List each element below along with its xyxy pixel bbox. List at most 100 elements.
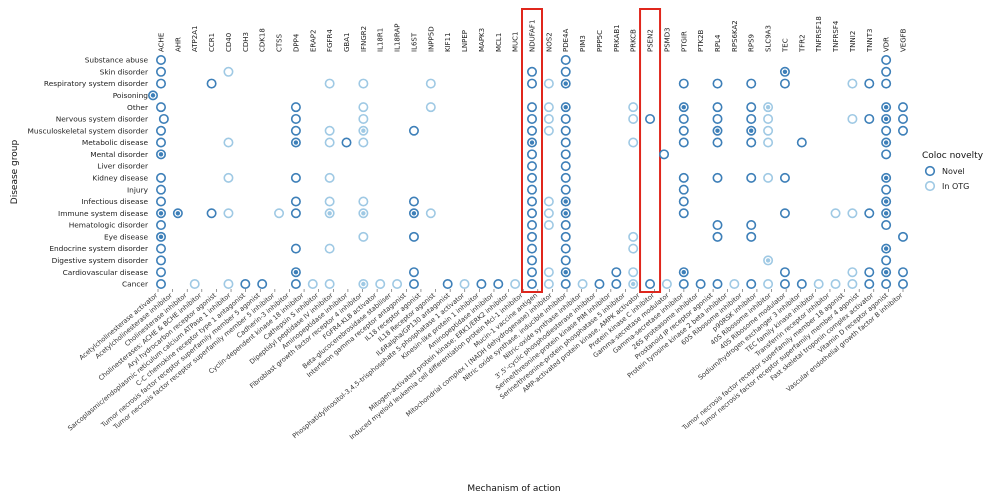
legend-marker-in-otg (924, 180, 936, 192)
point-vegfb-nervous-system-disorder (897, 113, 908, 124)
point-core (883, 246, 889, 251)
point-dpp4-musculoskeletal-system-disorder (290, 125, 301, 136)
point-core (563, 199, 568, 204)
gene-label-rps6ka2: RPS6KA2 (731, 20, 739, 52)
disease-label-other: Other (127, 103, 149, 112)
point-core (749, 128, 754, 133)
point-pde4a-nervous-system-disorder (560, 113, 571, 124)
point-core (765, 104, 771, 110)
point-vdr-respiratory-system-disorder (881, 78, 892, 89)
point-il6st-cardiovascular-disease (408, 267, 419, 278)
point-ptgir-kidney-disease (678, 172, 689, 183)
disease-label-hematologic-disorder: Hematologic disorder (69, 221, 149, 230)
point-pde4a-endocrine-system-disorder (560, 243, 571, 254)
gene-labels: ACHE AHR ATP2A1 CCR1 CD40 CDH3 CDK18 CTSS DPP4 ER… (158, 16, 908, 292)
point-pde4a-cancer (560, 278, 571, 289)
point-ifngr2-infectious-disease (358, 196, 369, 207)
point-core (158, 234, 164, 240)
point-core (630, 281, 636, 287)
gene-label-dpp4: DPP4 (292, 33, 300, 52)
point-tec-respiratory-system-disorder (779, 78, 790, 89)
point-vdr-injury (881, 184, 892, 195)
highlight-box-psen2 (639, 8, 662, 293)
point-cd40-kidney-disease (223, 172, 234, 183)
point-tnnt3-cancer (864, 278, 875, 289)
gene-label-pim3: PIM3 (579, 35, 587, 52)
gene-label-il6st: IL6ST (410, 32, 418, 52)
point-atp2a1-cancer (189, 278, 200, 289)
point-core (883, 140, 889, 145)
point-ndufaf1-other (526, 102, 537, 113)
gene-label-ccr1: CCR1 (208, 33, 216, 52)
point-pde4a-eye-disease (560, 231, 571, 242)
point-tnfrsf4-immune-system-disease (830, 208, 841, 219)
mechanism-labels: Acetylcholinesterase activatorAcetylchol… (66, 291, 904, 441)
point-ache-substance-abuse (156, 54, 167, 65)
point-prkcb-endocrine-system-disorder (628, 243, 639, 254)
point-ppp5c-cancer (594, 278, 605, 289)
gene-label-gba1: GBA1 (343, 33, 351, 52)
point-psen2-cancer (645, 278, 656, 289)
point-pde4a-liver-disorder (560, 161, 571, 172)
point-vdr-substance-abuse (881, 54, 892, 65)
gene-label-muc1: MUC1 (512, 31, 520, 52)
gene-label-mapk3: MAPK3 (478, 28, 486, 52)
point-ndufaf1-skin-disorder (526, 66, 537, 77)
point-tnnt3-nervous-system-disorder (864, 113, 875, 124)
point-core (883, 116, 889, 122)
point-fgfr4-kidney-disease (324, 172, 335, 183)
disease-label-digestive-system-disorder: Digestive system disorder (52, 256, 149, 265)
point-ndufaf1-nervous-system-disorder (526, 113, 537, 124)
point-ccr1-respiratory-system-disorder (206, 78, 217, 89)
point-ache-other (156, 102, 167, 113)
x-axis-title: Mechanism of action (467, 484, 560, 494)
point-ifngr2-eye-disease (358, 231, 369, 242)
point-core (681, 104, 686, 110)
point-fgfr4-endocrine-system-disorder (324, 243, 335, 254)
gene-label-tec: TEC (781, 38, 789, 53)
point-core (175, 211, 181, 216)
point-pde4a-hematologic-disorder (560, 220, 571, 231)
disease-label-endocrine-system-disorder: Endocrine system disorder (49, 244, 149, 253)
point-psen2-mental-disorder (659, 149, 670, 160)
gene-label-kif11: KIF11 (444, 32, 452, 52)
point-vdr-mental-disorder (881, 149, 892, 160)
point-erap2-cancer (307, 278, 318, 289)
gene-label-ctss: CTSS (276, 33, 284, 52)
point-rps9-kidney-disease (746, 172, 757, 183)
gene-label-tnfrsf18: TNFRSF18 (815, 16, 823, 53)
point-slc9a3-cancer (763, 278, 774, 289)
point-rpl4-cancer (712, 278, 723, 289)
gene-label-cdk18: CDK18 (259, 28, 267, 52)
point-pde4a-skin-disorder (560, 66, 571, 77)
point-cdh3-cancer (240, 278, 251, 289)
point-ndufaf1-injury (526, 184, 537, 195)
point-psen2-nervous-system-disorder (645, 113, 656, 124)
disease-label-poisoning: Poisoning (113, 91, 149, 100)
x-axis-ticks (157, 289, 904, 292)
disease-label-nervous-system-disorder: Nervous system disorder (56, 115, 149, 124)
point-core (715, 128, 720, 133)
point-ache-digestive-system-disorder (156, 255, 167, 266)
point-ptk2b-cancer (695, 278, 706, 289)
point-ndufaf1-endocrine-system-disorder (526, 243, 537, 254)
disease-label-liver-disorder: Liver disorder (97, 162, 149, 171)
point-tnnt3-respiratory-system-disorder (864, 78, 875, 89)
highlight-box-ndufaf1 (521, 8, 543, 293)
point-rpl4-hematologic-disorder (712, 220, 723, 231)
disease-label-mental-disorder: Mental disorder (90, 150, 149, 159)
point-ache-metabolic-disease (156, 137, 167, 148)
disease-label-cancer: Cancer (122, 280, 149, 289)
point-tnni2-cancer (847, 278, 858, 289)
point-cd40-cancer (223, 278, 234, 289)
gene-label-inpp5d: INPP5D (427, 26, 435, 52)
point-prkcb-other (628, 102, 639, 113)
point-core (563, 270, 568, 275)
legend-label-in-otg: In OTG (942, 182, 969, 191)
point-tnfrsf4-cancer (830, 278, 841, 289)
gene-label-vegfb: VEGFB (900, 28, 908, 52)
point-cdk18-cancer (257, 278, 268, 289)
point-ache-hematologic-disorder (156, 220, 167, 231)
gene-label-il18rap: IL18RAP (394, 24, 402, 52)
point-ndufaf1-cardiovascular-disease (526, 267, 537, 278)
